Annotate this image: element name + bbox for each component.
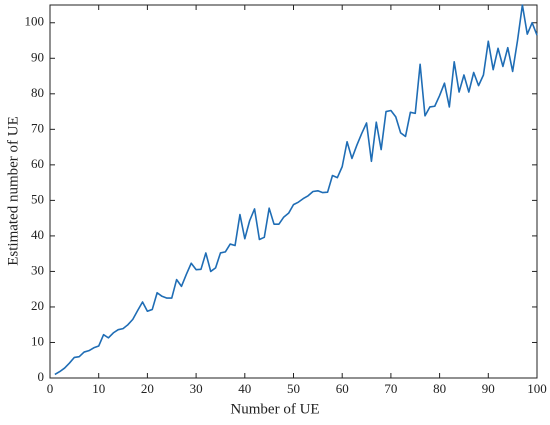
- x-tick-label: 40: [238, 381, 251, 396]
- x-tick-label: 20: [141, 381, 154, 396]
- y-tick-label: 10: [31, 333, 44, 348]
- y-tick-label: 40: [31, 227, 44, 242]
- y-tick-label: 50: [31, 191, 44, 206]
- y-tick-label: 100: [25, 14, 45, 29]
- x-tick-label: 50: [287, 381, 300, 396]
- x-tick-label: 90: [482, 381, 495, 396]
- x-tick-label: 10: [92, 381, 105, 396]
- y-tick-label: 60: [31, 156, 44, 171]
- plot-frame: [49, 4, 538, 379]
- y-tick-label: 0: [38, 369, 45, 384]
- y-tick-label: 20: [31, 298, 44, 313]
- data-line: [54, 4, 538, 376]
- x-tick-label: 80: [433, 381, 446, 396]
- x-tick-label: 60: [336, 381, 349, 396]
- x-axis-label: Number of UE: [230, 401, 319, 417]
- y-tick-label: 90: [31, 49, 44, 64]
- y-tick-label: 30: [31, 262, 44, 277]
- y-tick-label: 70: [31, 120, 44, 135]
- x-tick-label: 30: [190, 381, 203, 396]
- x-tick-label: 70: [384, 381, 397, 396]
- x-tick-label: 100: [527, 381, 547, 396]
- y-tick-label: 80: [31, 85, 44, 100]
- y-axis-label: Estimated number of UE: [5, 116, 21, 266]
- x-tick-label: 0: [47, 381, 54, 396]
